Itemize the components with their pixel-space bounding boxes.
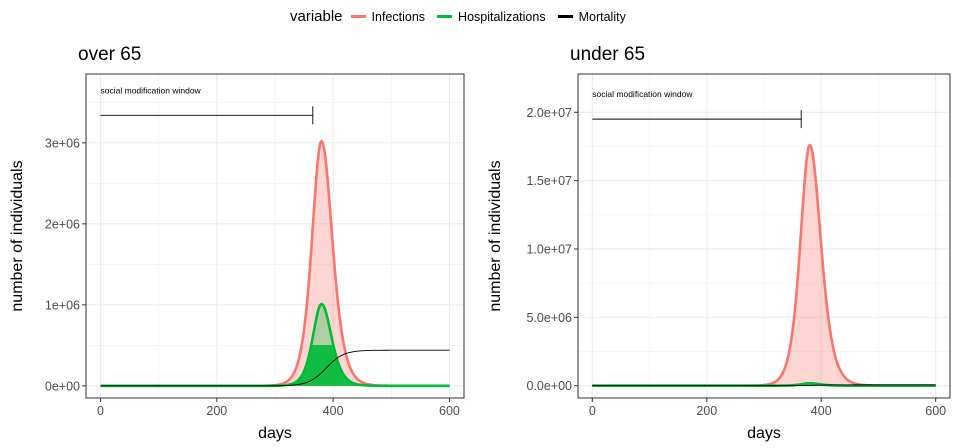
panel-title: over 65	[78, 44, 141, 65]
panel-title: under 65	[570, 44, 645, 65]
y-axis-title: number of individuals	[9, 160, 26, 311]
x-tick-label: 200	[206, 404, 227, 418]
x-tick-label: 400	[323, 404, 344, 418]
x-tick-label: 600	[925, 404, 946, 418]
y-tick-label: 1.5e+07	[526, 174, 572, 188]
window-annotation-label: social modification window	[101, 85, 202, 95]
x-tick-label: 600	[439, 404, 460, 418]
x-axis-title: days	[747, 425, 781, 442]
y-tick-label: 1e+06	[45, 298, 80, 312]
legend-label-mortality: Mortality	[578, 9, 626, 24]
x-tick-label: 200	[696, 404, 717, 418]
panel-over-65: social modification window 0 200 400 600 0e+0…	[9, 44, 465, 442]
mortality-line	[592, 384, 936, 387]
y-axis-title: number of individuals	[487, 160, 504, 311]
x-tick-label: 0	[97, 404, 104, 418]
y-tick-label: 0e+00	[45, 379, 80, 393]
panel-under-65: social modification window 0 200 400 600 0.0e…	[487, 44, 951, 442]
legend-item-mortality: Mortality	[557, 9, 626, 24]
y-tick-label: 5.0e+06	[526, 311, 572, 325]
y-tick-label: 0.0e+00	[526, 379, 572, 393]
mortality-line	[100, 349, 450, 387]
plot-border	[577, 73, 951, 399]
y-tick-label: 1.0e+07	[526, 242, 572, 256]
legend-key-hospitalizations	[437, 15, 453, 18]
x-tick-label: 400	[811, 404, 832, 418]
x-tick-label: 0	[589, 404, 596, 418]
legend-label-hospitalizations: Hospitalizations	[458, 9, 546, 24]
y-tick-label: 2.0e+07	[526, 106, 572, 120]
window-annotation-label: social modification window	[592, 89, 693, 99]
legend-key-mortality	[557, 15, 573, 18]
legend-key-infections	[350, 15, 366, 18]
plot-border	[85, 73, 465, 399]
legend-item-infections: Infections	[350, 9, 426, 24]
legend-item-hospitalizations: Hospitalizations	[437, 10, 546, 24]
legend: variable Infections Hospitalizations Mor…	[0, 0, 960, 34]
legend-title: variable	[290, 8, 343, 25]
legend-label-infections: Infections	[371, 9, 426, 24]
y-tick-label: 2e+06	[45, 217, 80, 231]
y-tick-label: 3e+06	[45, 136, 80, 150]
x-axis-title: days	[258, 425, 292, 442]
